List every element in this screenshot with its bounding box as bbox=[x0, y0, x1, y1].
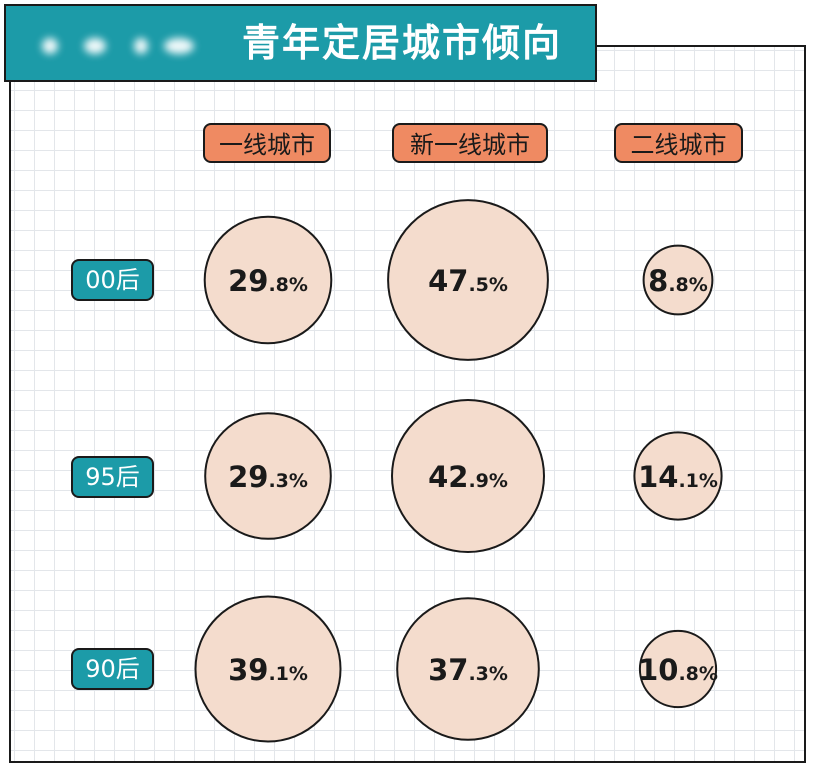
bubble-00-tier2 bbox=[642, 244, 714, 316]
bubble-90-tier1 bbox=[194, 595, 342, 743]
data-label-90-tier2: 10.8% bbox=[638, 653, 718, 687]
row-header-95: 95后 bbox=[71, 456, 154, 498]
chart-title: 青年定居城市倾向 bbox=[242, 21, 563, 65]
column-header-tier2: 二线城市 bbox=[614, 123, 743, 163]
data-label-90-tier1: 39.1% bbox=[228, 653, 308, 687]
bubble-00-new-tier1 bbox=[387, 199, 549, 361]
title-banner: 青年定居城市倾向 bbox=[4, 4, 597, 82]
bubble-95-tier1 bbox=[204, 412, 332, 540]
bubble-95-new-tier1 bbox=[391, 399, 545, 553]
blurred-logo bbox=[38, 28, 208, 62]
bubble-90-new-tier1 bbox=[396, 597, 540, 741]
data-label-00-tier1: 29.8% bbox=[228, 264, 308, 298]
data-label-95-new-tier1: 42.9% bbox=[428, 460, 508, 494]
bubble-95-tier2 bbox=[633, 431, 723, 521]
column-header-new-tier1: 新一线城市 bbox=[392, 123, 548, 163]
bubble-90-tier2 bbox=[638, 629, 718, 709]
row-header-00: 00后 bbox=[71, 259, 154, 301]
row-header-90: 90后 bbox=[71, 648, 154, 690]
data-label-00-new-tier1: 47.5% bbox=[428, 264, 508, 298]
column-header-tier1: 一线城市 bbox=[203, 123, 331, 163]
data-label-00-tier2: 8.8% bbox=[648, 264, 708, 298]
data-label-95-tier2: 14.1% bbox=[638, 460, 718, 494]
data-label-90-new-tier1: 37.3% bbox=[428, 653, 508, 687]
chart-frame bbox=[9, 45, 806, 763]
bubble-00-tier1 bbox=[203, 215, 333, 345]
data-label-95-tier1: 29.3% bbox=[228, 460, 308, 494]
